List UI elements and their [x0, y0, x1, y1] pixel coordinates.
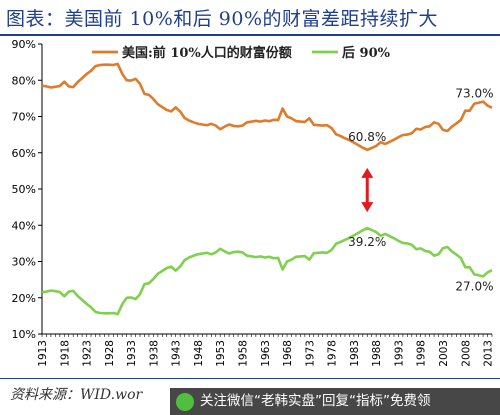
line-chart: 10% 20% 30% 40% 50% 60% 70% 80% 90% 1913 1918 1923… [12, 38, 495, 367]
x-tick-labels: 1913 1918 1923 1928 1933 1938 1943 1948 1953 1958… [37, 340, 495, 367]
x-tick-label: 1983 [349, 340, 361, 367]
y-tick-labels: 10% 20% 30% 40% 50% 60% 70% 80% 90% [12, 38, 36, 341]
source-text: 资料来源：WID.wor [10, 387, 143, 403]
series-lines: 73.0% 27.0% [41, 62, 494, 316]
series-line-bottom90 [41, 226, 493, 316]
wechat-logo-icon [176, 392, 194, 411]
x-tick-label: 1963 [260, 340, 272, 367]
x-tick-label: 1978 [327, 340, 339, 367]
x-tick-label: 1928 [104, 340, 116, 367]
y-tick-label: 70% [12, 111, 36, 124]
series-end-label: 27.0% [455, 279, 493, 293]
y-tick-label: 20% [12, 292, 36, 305]
y-tick-label: 10% [12, 328, 36, 341]
x-tick-label: 2003 [438, 340, 450, 367]
x-tick-label: 1998 [416, 340, 428, 367]
annotation-bottom90-high: 39.2% [348, 235, 386, 249]
wechat-banner[interactable]: 关注微信“老韩实盘”回复“指标”免费领 [170, 388, 500, 415]
y-tick-label: 40% [12, 219, 36, 232]
x-tick-label: 1933 [126, 340, 138, 367]
x-tick-label: 1913 [37, 340, 49, 367]
y-tick-label: 50% [12, 183, 36, 196]
y-tick-label: 60% [12, 147, 36, 160]
x-tick-label: 1938 [148, 340, 160, 367]
x-tick-label: 2008 [460, 340, 472, 367]
x-tick-label: 1948 [193, 340, 205, 367]
gap-arrow-head-down [361, 202, 374, 213]
series-end-label: 73.0% [455, 87, 493, 101]
series-line-top10 [41, 62, 493, 152]
x-tick-label: 1973 [304, 340, 316, 367]
x-tick-label: 2013 [483, 340, 495, 367]
chart-title: 图表：美国前 10%和后 90%的财富差距持续扩大 [6, 8, 439, 30]
chart-annotations: 60.8% 39.2% [348, 130, 386, 249]
source-divider [0, 378, 500, 379]
chart-axes [38, 43, 493, 337]
x-tick-label: 1923 [82, 340, 94, 367]
gap-arrow-head-up [361, 167, 374, 178]
legend-label: 美国:前 10%人口的财富份额 [122, 45, 292, 61]
y-tick-label: 90% [12, 38, 36, 51]
x-tick-label: 1943 [171, 340, 183, 367]
banner-text: 关注微信“老韩实盘”回复“指标”免费领 [200, 393, 431, 409]
x-tick-label: 1993 [393, 340, 405, 367]
x-tick-label: 1968 [282, 340, 294, 367]
x-tick-label: 1953 [215, 340, 227, 367]
legend-label: 后 90% [342, 45, 391, 61]
x-tick-label: 1988 [371, 340, 383, 367]
chart-legend: 美国:前 10%人口的财富份额 后 90% [92, 45, 391, 61]
x-tick-label: 1918 [59, 340, 71, 367]
x-tick-label: 1958 [237, 340, 249, 367]
y-tick-label: 30% [12, 256, 36, 269]
y-tick-label: 80% [12, 74, 36, 87]
annotation-top10-low: 60.8% [348, 130, 386, 144]
title-divider [0, 34, 500, 36]
